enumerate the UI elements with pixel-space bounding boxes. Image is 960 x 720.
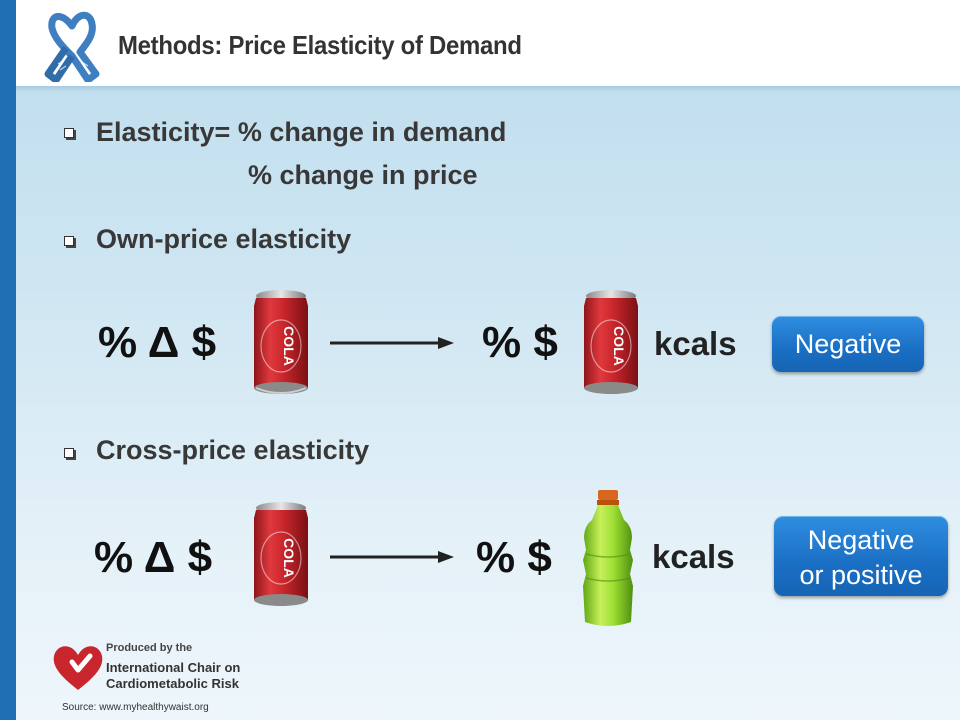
cross-badge-line2: or positive (799, 560, 923, 590)
can-label: COLA (281, 326, 297, 366)
cross-right-expression: % $ (476, 533, 552, 582)
org-name-line2: Cardiometabolic Risk (106, 676, 239, 691)
cross-elasticity-badge: Negative or positive (774, 516, 948, 596)
cross-badge-line1: Negative (807, 525, 915, 555)
bullet-marker (64, 128, 74, 138)
awareness-ribbon-icon (44, 11, 100, 82)
left-accent-bar (0, 0, 16, 720)
elasticity-denominator: % change in price (248, 160, 478, 190)
own-badge-label: Negative (794, 329, 902, 359)
sports-drink-bottle-icon (583, 490, 633, 626)
elasticity-definition: Elasticity= % change in demand (96, 117, 507, 147)
arrow-right-icon (330, 551, 454, 563)
own-right-expression: % $ (482, 318, 558, 367)
produced-by-text: Produced by the (106, 642, 193, 654)
header-band (16, 0, 960, 86)
cross-price-heading: Cross-price elasticity (96, 435, 370, 465)
source-citation: Source: www.myhealthywaist.org (62, 702, 209, 713)
org-name-line1: International Chair on (106, 660, 241, 675)
cross-left-expression: % Δ $ (94, 533, 213, 582)
heart-logo-icon (53, 646, 103, 690)
own-price-heading: Own-price elasticity (96, 224, 352, 254)
bullet-marker (64, 448, 74, 458)
arrow-right-icon (330, 337, 454, 349)
cola-can-icon: COLA (584, 290, 638, 394)
slide-title: Methods: Price Elasticity of Demand (118, 30, 522, 60)
cross-unit: kcals (652, 538, 735, 575)
can-label: COLA (281, 538, 297, 578)
own-left-expression: % Δ $ (98, 318, 217, 367)
cola-can-icon: COLA (254, 290, 308, 394)
own-elasticity-badge: Negative (772, 316, 924, 372)
header-shadow (16, 86, 960, 92)
bullet-marker (64, 236, 74, 246)
cola-can-icon: COLA (254, 502, 308, 606)
own-unit: kcals (654, 325, 737, 362)
can-label: COLA (611, 326, 627, 366)
